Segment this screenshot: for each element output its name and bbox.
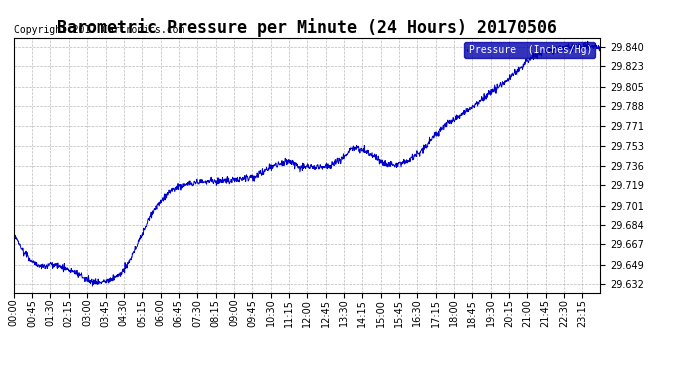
Legend: Pressure  (Inches/Hg): Pressure (Inches/Hg): [464, 42, 595, 58]
Text: Copyright 2017 Cartronics.com: Copyright 2017 Cartronics.com: [14, 25, 184, 35]
Title: Barometric Pressure per Minute (24 Hours) 20170506: Barometric Pressure per Minute (24 Hours…: [57, 18, 557, 38]
